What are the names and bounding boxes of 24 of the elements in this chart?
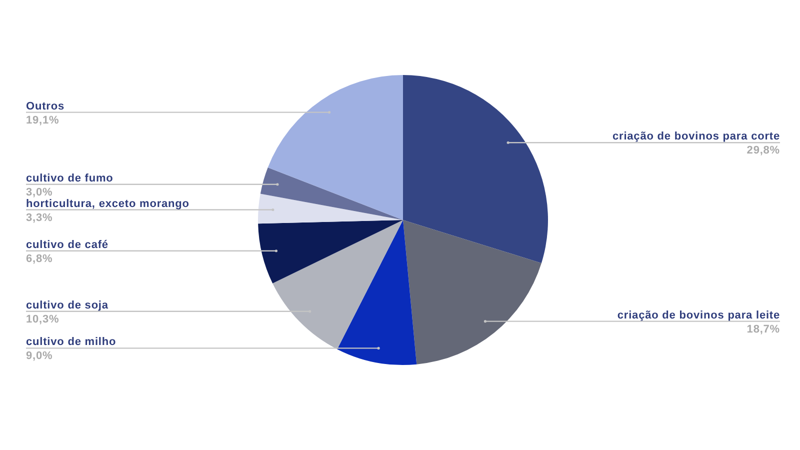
data-label: 29,8% bbox=[746, 144, 780, 157]
pie-slice bbox=[260, 167, 403, 220]
pie-slice bbox=[268, 75, 403, 220]
data-label: 6,8% bbox=[26, 252, 53, 265]
data-label: 3,0% bbox=[26, 186, 53, 198]
slice-label: cultivo de fumo bbox=[26, 172, 114, 184]
data-label: 19,1% bbox=[26, 114, 60, 126]
data-label: 18,7% bbox=[746, 323, 780, 336]
slice-label: horticultura, exceto morango bbox=[26, 198, 190, 210]
data-label: 9,0% bbox=[26, 350, 53, 362]
slice-label: Outros bbox=[26, 100, 64, 112]
pie-slice bbox=[403, 75, 548, 264]
slice-label: criação de bovinos para corte bbox=[612, 130, 780, 143]
pie-slice bbox=[258, 194, 403, 224]
data-label: 3,3% bbox=[26, 212, 53, 224]
slice-label: cultivo de milho bbox=[26, 336, 116, 348]
slice-label: cultivo de soja bbox=[26, 299, 109, 312]
pie-slice bbox=[337, 220, 417, 365]
pie-slice bbox=[258, 220, 403, 284]
pie-slice bbox=[272, 220, 403, 350]
slice-label: cultivo de café bbox=[26, 238, 108, 251]
pie-slice bbox=[403, 220, 542, 364]
slice-label: criação de bovinos para leite bbox=[617, 309, 780, 322]
data-label: 10,3% bbox=[26, 313, 60, 326]
